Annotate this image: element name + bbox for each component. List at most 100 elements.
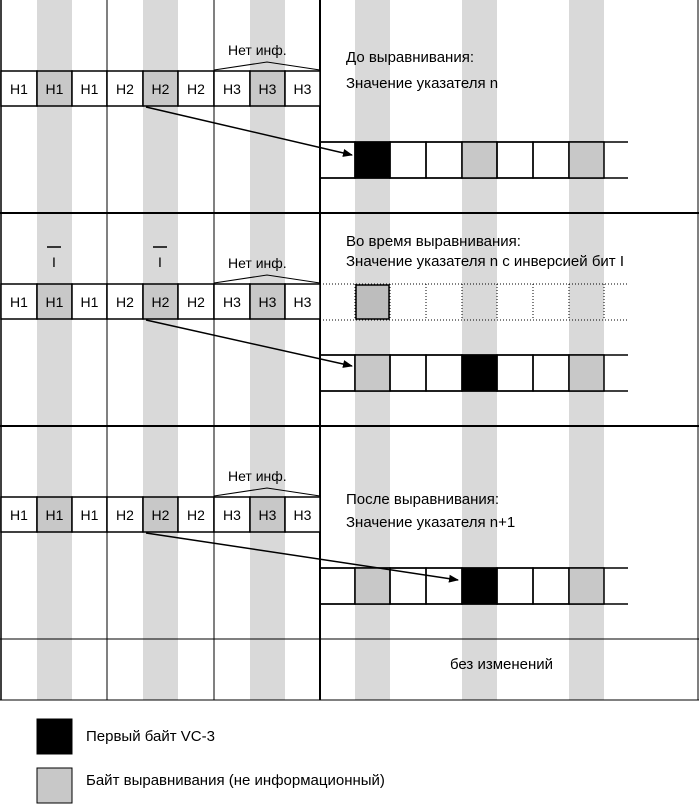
- inverse-bit-mark: I: [52, 254, 56, 270]
- header-cell-label: H3: [223, 507, 241, 523]
- header-cell-label: H2: [152, 81, 170, 97]
- header-cell-label: H2: [116, 81, 134, 97]
- payload-byte: [354, 354, 391, 392]
- payload-byte: [532, 354, 570, 392]
- header-cell: [177, 496, 215, 533]
- highlighted-justification-byte: [355, 284, 390, 320]
- header-cell: [284, 283, 321, 320]
- stripe-h1: [37, 0, 72, 700]
- header-cell-label: H2: [152, 507, 170, 523]
- pointer-arrow-line: [145, 319, 353, 368]
- payload-row: [319, 567, 628, 605]
- header-row: H1 H1 H1 H2 H2 H2 H3 H3 H3: [0, 70, 321, 107]
- section-after-justification: После выравнивания: Значение указателя n…: [0, 468, 628, 605]
- header-cell-label: H3: [259, 81, 277, 97]
- no-info-brace: [213, 61, 321, 71]
- pointer-arrow-line: [145, 532, 459, 583]
- header-cell-label: H3: [259, 507, 277, 523]
- header-row: H1 H1 H1 H2 H2 H2 H3 H3 H3: [0, 496, 321, 533]
- header-row: H1 H1 H1 H2 H2 H2 H3 H3 H3: [0, 283, 321, 320]
- stripe-h2: [143, 0, 178, 700]
- section-title-line2: Значение указателя n: [346, 75, 498, 92]
- payload-byte: [496, 567, 534, 605]
- payload-byte: [496, 141, 534, 179]
- pointer-arrow: [145, 319, 353, 368]
- header-cell-label: H1: [10, 294, 28, 310]
- section-during-justification: Во время выравнивания: Значение указател…: [0, 233, 628, 392]
- payload-byte: [568, 354, 605, 392]
- legend-vc3-swatch: [36, 718, 73, 755]
- header-cell-label: H2: [116, 507, 134, 523]
- section-title-line1: После выравнивания:: [346, 491, 499, 508]
- header-cell: [249, 70, 286, 107]
- header-cell-label: H1: [10, 507, 28, 523]
- payload-byte: [461, 354, 498, 392]
- header-cell: [0, 283, 38, 320]
- header-cell: [177, 283, 215, 320]
- header-cell: [71, 283, 108, 320]
- header-cell-label: H3: [294, 507, 312, 523]
- header-cell-label: H1: [46, 507, 64, 523]
- pointer-arrow: [145, 106, 353, 157]
- payload-byte: [319, 141, 356, 179]
- header-cell-label: H1: [46, 81, 64, 97]
- section-title-line1: До выравнивания:: [346, 49, 474, 66]
- no-info-bracket: [213, 61, 321, 71]
- header-cell-label: H3: [294, 294, 312, 310]
- header-cell-label: H1: [81, 294, 99, 310]
- dotted-pointer-row: [320, 283, 628, 321]
- legend-vc3-label: Первый байт VC-3: [86, 728, 215, 745]
- header-cell: [249, 283, 286, 320]
- payload-byte: [389, 141, 427, 179]
- header-cell-label: H1: [81, 81, 99, 97]
- header-cell: [71, 496, 108, 533]
- payload-byte: [461, 567, 498, 605]
- no-info-label: Нет инф.: [228, 255, 287, 271]
- header-cell-label: H3: [294, 81, 312, 97]
- header-cell-label: H2: [187, 507, 205, 523]
- header-cell: [106, 283, 144, 320]
- legend: Первый байт VC-3 Байт выравнивания (не и…: [36, 718, 385, 804]
- payload-byte: [425, 567, 463, 605]
- no-info-label: Нет инф.: [228, 468, 287, 484]
- header-cell: [71, 70, 108, 107]
- header-cell-label: H3: [223, 294, 241, 310]
- header-cell: [142, 70, 179, 107]
- header-cell-label: H1: [81, 507, 99, 523]
- payload-byte: [425, 141, 463, 179]
- no-info-brace: [213, 487, 321, 497]
- header-cell-label: H2: [152, 294, 170, 310]
- header-cell-label: H3: [259, 294, 277, 310]
- header-cell: [284, 70, 321, 107]
- section-title-line2: Значение указателя n+1: [346, 514, 515, 531]
- payload-byte: [319, 567, 356, 605]
- payload-byte: [532, 141, 570, 179]
- inverse-bit-mark: I: [158, 254, 162, 270]
- pointer-arrow: [145, 532, 459, 583]
- no-info-brace: [213, 274, 321, 284]
- payload-byte: [496, 354, 534, 392]
- no-info-bracket: [213, 487, 321, 497]
- no-info-bracket: [213, 274, 321, 284]
- section-before-justification: До выравнивания: Значение указателя n Не…: [0, 42, 628, 179]
- payload-row: [319, 141, 628, 179]
- legend-justification-swatch: [36, 767, 73, 804]
- payload-byte: [461, 141, 498, 179]
- payload-row: [319, 354, 628, 392]
- header-cell-label: H1: [46, 294, 64, 310]
- payload-byte: [389, 567, 427, 605]
- payload-byte: [568, 141, 605, 179]
- header-cell: [284, 496, 321, 533]
- header-cell: [213, 496, 251, 533]
- footer-unchanged-label: без изменений: [450, 656, 553, 673]
- header-cell: [213, 283, 251, 320]
- pointer-arrow-line: [145, 106, 353, 157]
- header-cell-label: H2: [187, 294, 205, 310]
- header-cell-label: H2: [187, 81, 205, 97]
- section-title-line1: Во время выравнивания:: [346, 233, 521, 250]
- payload-byte: [389, 354, 427, 392]
- payload-byte: [425, 354, 463, 392]
- header-cell-label: H2: [116, 294, 134, 310]
